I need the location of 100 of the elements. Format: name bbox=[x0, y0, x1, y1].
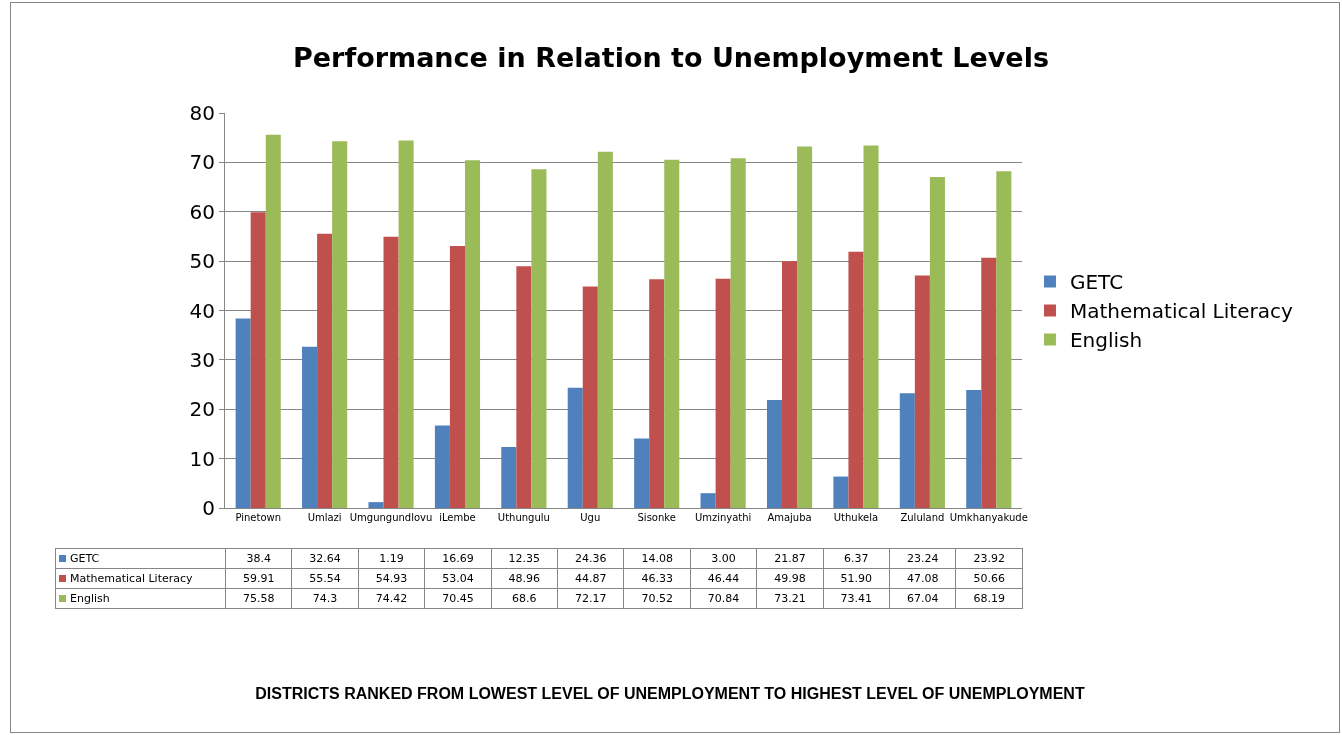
x-tick-label: Umgungundlovu bbox=[349, 512, 433, 523]
data-label: 38.4 bbox=[225, 548, 292, 569]
bar bbox=[782, 261, 798, 508]
data-label: 3.00 bbox=[690, 548, 757, 569]
bar bbox=[501, 447, 517, 508]
bar bbox=[567, 387, 583, 508]
data-label: 48.96 bbox=[491, 568, 558, 589]
data-label: 54.93 bbox=[358, 568, 425, 589]
data-label: 68.6 bbox=[491, 588, 558, 609]
data-label: 68.19 bbox=[955, 588, 1023, 609]
bar bbox=[434, 425, 450, 508]
bar bbox=[516, 266, 532, 508]
bar bbox=[664, 159, 680, 508]
bar bbox=[649, 279, 665, 508]
data-label: 74.42 bbox=[358, 588, 425, 609]
data-label: 23.92 bbox=[955, 548, 1023, 569]
x-tick-label: Ugu bbox=[580, 512, 601, 523]
data-label: 59.91 bbox=[225, 568, 292, 589]
bar bbox=[582, 286, 598, 508]
y-tick-label: 70 bbox=[189, 150, 215, 175]
x-tick-label: Amajuba bbox=[767, 512, 812, 523]
bar bbox=[531, 169, 547, 508]
data-label: 74.3 bbox=[291, 588, 359, 609]
bar bbox=[265, 134, 281, 508]
data-label: 21.87 bbox=[756, 548, 824, 569]
x-tick-label: Umkhanyakude bbox=[949, 512, 1028, 523]
data-label: 1.19 bbox=[358, 548, 425, 569]
x-tick-label: Uthukela bbox=[833, 512, 879, 523]
data-label: 47.08 bbox=[889, 568, 956, 589]
bar bbox=[634, 438, 650, 508]
bar bbox=[464, 160, 481, 508]
data-label: 75.58 bbox=[225, 588, 292, 609]
bar bbox=[797, 146, 813, 508]
y-tick-label: 20 bbox=[189, 397, 215, 422]
bar bbox=[398, 140, 414, 508]
y-tick-label: 40 bbox=[189, 298, 215, 323]
data-label: 6.37 bbox=[823, 548, 890, 569]
data-label: 12.35 bbox=[491, 548, 558, 569]
bar bbox=[833, 476, 849, 508]
data-label: 23.24 bbox=[889, 548, 956, 569]
data-label: 46.33 bbox=[623, 568, 691, 589]
y-tick-label: 10 bbox=[189, 446, 215, 471]
y-tick-label: 0 bbox=[202, 496, 215, 520]
text: GETC bbox=[70, 552, 100, 565]
bar bbox=[848, 251, 864, 508]
legend-label: English bbox=[1069, 328, 1143, 353]
data-label: 73.41 bbox=[823, 588, 890, 609]
data-label: 55.54 bbox=[291, 568, 359, 589]
data-label: 49.98 bbox=[756, 568, 824, 589]
y-tick-label: 50 bbox=[189, 249, 215, 274]
bar bbox=[449, 246, 465, 508]
chart-title: Performance in Relation to Unemployment Levels bbox=[292, 42, 1050, 74]
x-tick-label: Sisonke bbox=[637, 512, 676, 523]
bar bbox=[368, 502, 384, 508]
x-tick-label: Umzinyathi bbox=[694, 512, 752, 523]
data-label: 70.52 bbox=[623, 588, 691, 609]
data-label: 32.64 bbox=[291, 548, 359, 569]
x-tick-label: Pinetown bbox=[235, 512, 282, 523]
bar bbox=[730, 158, 746, 508]
bar bbox=[863, 145, 879, 508]
y-tick-label: 80 bbox=[189, 101, 215, 125]
data-label: 44.87 bbox=[557, 568, 624, 589]
x-tick-label: iLembe bbox=[439, 512, 476, 523]
bar bbox=[899, 393, 915, 508]
bar bbox=[929, 176, 945, 508]
bar bbox=[383, 236, 399, 508]
bar bbox=[302, 346, 318, 508]
data-label: 46.44 bbox=[690, 568, 757, 589]
bar bbox=[250, 212, 266, 508]
data-label: 72.17 bbox=[557, 588, 624, 609]
data-label: 67.04 bbox=[889, 588, 956, 609]
data-label: 70.84 bbox=[690, 588, 757, 609]
bar bbox=[597, 151, 613, 508]
bar bbox=[914, 275, 930, 508]
bar bbox=[966, 389, 982, 508]
legend-label: GETC bbox=[1069, 270, 1124, 295]
text: Mathematical Literacy bbox=[70, 572, 193, 585]
bar bbox=[317, 233, 333, 508]
data-label: 51.90 bbox=[823, 568, 890, 589]
bar bbox=[235, 318, 251, 508]
bar bbox=[332, 141, 348, 508]
data-label: 14.08 bbox=[623, 548, 691, 569]
x-tick-label: Umlazi bbox=[307, 512, 342, 523]
bar bbox=[996, 171, 1012, 508]
bar bbox=[981, 257, 997, 508]
bar bbox=[700, 493, 716, 508]
text: DISTRICTS RANKED FROM LOWEST LEVEL OF UNEMPLOYMENT TO HIGHEST LEVEL OF UNEMPLOYMENT bbox=[254, 684, 1086, 704]
bar bbox=[715, 278, 731, 508]
y-tick-label: 60 bbox=[189, 199, 215, 224]
bar bbox=[766, 400, 783, 508]
data-label: 50.66 bbox=[955, 568, 1023, 589]
data-label: 24.36 bbox=[557, 548, 624, 569]
y-tick-label: 30 bbox=[189, 347, 215, 372]
x-tick-label: Zululand bbox=[900, 512, 945, 523]
text: English bbox=[70, 592, 110, 605]
data-label: 16.69 bbox=[424, 548, 492, 569]
legend-label: Mathematical Literacy bbox=[1069, 299, 1293, 324]
x-tick-label: Uthungulu bbox=[497, 512, 550, 523]
data-label: 73.21 bbox=[756, 588, 824, 609]
data-label: 53.04 bbox=[424, 568, 492, 589]
